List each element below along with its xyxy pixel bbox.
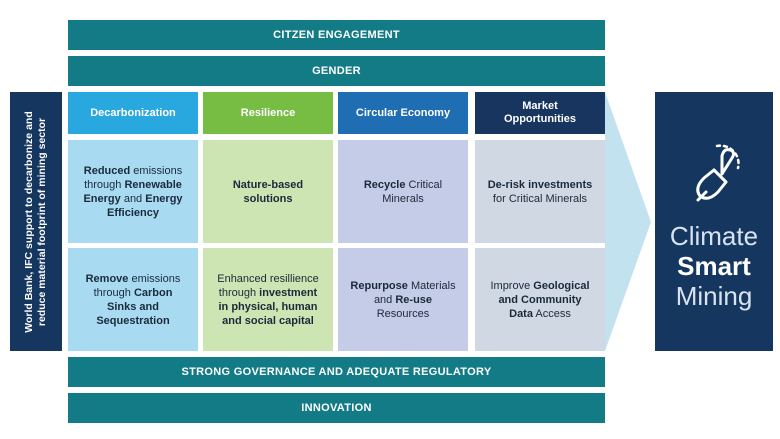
- arrow: [605, 92, 651, 351]
- result-panel: Climate Smart Mining: [655, 92, 773, 351]
- bold-text: investment in physical, human and social…: [218, 286, 318, 327]
- top-bar: CITZEN ENGAGEMENT: [68, 20, 605, 50]
- text: Improve: [490, 279, 534, 292]
- bold-text: De-risk investments: [487, 178, 593, 191]
- cell: Enhanced resillience through investment …: [203, 248, 333, 351]
- bottom-bar: INNOVATION: [68, 393, 605, 423]
- text: emissions through: [84, 164, 183, 191]
- cell-text: Repurpose Materials and Re-use Resources: [350, 279, 456, 321]
- bold-text: Nature-based solutions: [232, 178, 304, 205]
- bold-text: Geological and Community Data: [498, 279, 590, 320]
- side-label: World Bank, IFC support to decarbonize a…: [23, 110, 48, 333]
- cell-text: Enhanced resillience through investment …: [215, 272, 321, 328]
- column-header: Market Opportunities: [475, 92, 605, 134]
- cell: Reduced emissions through Renewable Ener…: [68, 140, 198, 243]
- text: Access: [532, 307, 571, 320]
- result-word: Climate: [669, 221, 759, 251]
- text: for Critical Minerals: [492, 192, 588, 205]
- cell-text: Recycle Critical Minerals: [350, 178, 456, 206]
- cell-text: Nature-based solutions: [215, 178, 321, 206]
- top-bar: GENDER: [68, 56, 605, 86]
- cell: Improve Geological and Community Data Ac…: [475, 248, 605, 351]
- result-word: Smart: [677, 251, 751, 281]
- cell-text: Improve Geological and Community Data Ac…: [487, 279, 593, 321]
- side-panel: World Bank, IFC support to decarbonize a…: [10, 92, 62, 351]
- mining-icon: [696, 144, 740, 202]
- cell: Nature-based solutions: [203, 140, 333, 243]
- bold-text: Reduced: [83, 164, 131, 177]
- result-title: Climate Smart Mining: [655, 221, 773, 311]
- bold-text: Carbon Sinks and Sequestration: [96, 286, 173, 327]
- bold-text: Remove: [85, 272, 129, 285]
- result-word: Mining: [675, 281, 753, 311]
- text: Resources: [376, 307, 430, 320]
- column-header: Circular Economy: [338, 92, 468, 134]
- bottom-bar: STRONG GOVERNANCE AND ADEQUATE REGULATOR…: [68, 357, 605, 387]
- bold-text: Renewable Energy: [83, 178, 182, 205]
- cell-text: De-risk investments for Critical Mineral…: [487, 178, 593, 206]
- text: Enhanced resillience through: [217, 272, 319, 299]
- column-header: Decarbonization: [68, 92, 198, 134]
- text: emissions through: [93, 272, 181, 299]
- cell-text: Remove emissions through Carbon Sinks an…: [80, 272, 186, 328]
- bold-text: Re-use: [395, 293, 433, 306]
- column-header: Resilience: [203, 92, 333, 134]
- bold-text: Energy Efficiency: [107, 192, 183, 219]
- cell: Remove emissions through Carbon Sinks an…: [68, 248, 198, 351]
- cell: Repurpose Materials and Re-use Resources: [338, 248, 468, 351]
- bold-text: Repurpose: [350, 279, 408, 292]
- arrow-shape: [605, 92, 651, 351]
- cell: De-risk investments for Critical Mineral…: [475, 140, 605, 243]
- text: and: [120, 192, 146, 205]
- text: Critical Minerals: [382, 178, 443, 205]
- text: Materials and: [373, 279, 456, 306]
- cell-text: Reduced emissions through Renewable Ener…: [80, 164, 186, 220]
- bold-text: Recycle: [363, 178, 406, 191]
- cell: Recycle Critical Minerals: [338, 140, 468, 243]
